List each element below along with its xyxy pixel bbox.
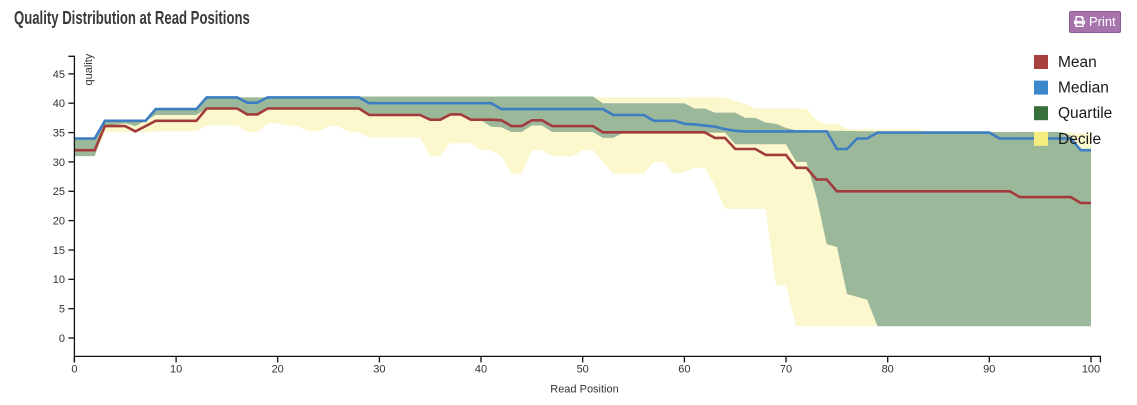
svg-text:35: 35 (53, 128, 65, 140)
svg-text:25: 25 (53, 186, 65, 198)
svg-text:30: 30 (53, 157, 65, 169)
svg-text:60: 60 (678, 363, 690, 375)
svg-text:Median: Median (1058, 80, 1109, 97)
svg-text:30: 30 (373, 363, 385, 375)
svg-text:Read Position: Read Position (550, 384, 619, 396)
svg-text:10: 10 (170, 363, 182, 375)
svg-text:Quartile: Quartile (1058, 105, 1112, 122)
svg-text:15: 15 (53, 245, 65, 257)
svg-text:10: 10 (53, 274, 65, 286)
svg-text:100: 100 (1082, 363, 1100, 375)
svg-text:quality: quality (83, 53, 95, 85)
svg-text:0: 0 (71, 363, 77, 375)
svg-text:90: 90 (983, 363, 995, 375)
svg-text:20: 20 (272, 363, 284, 375)
svg-text:70: 70 (780, 363, 792, 375)
svg-text:Mean: Mean (1058, 54, 1097, 71)
svg-text:80: 80 (882, 363, 894, 375)
svg-text:50: 50 (577, 363, 589, 375)
svg-text:20: 20 (53, 216, 65, 228)
svg-text:40: 40 (475, 363, 487, 375)
svg-text:0: 0 (59, 333, 65, 345)
svg-text:45: 45 (53, 69, 65, 81)
svg-text:Decile: Decile (1058, 131, 1101, 148)
svg-text:5: 5 (59, 304, 65, 316)
svg-text:40: 40 (53, 98, 65, 110)
